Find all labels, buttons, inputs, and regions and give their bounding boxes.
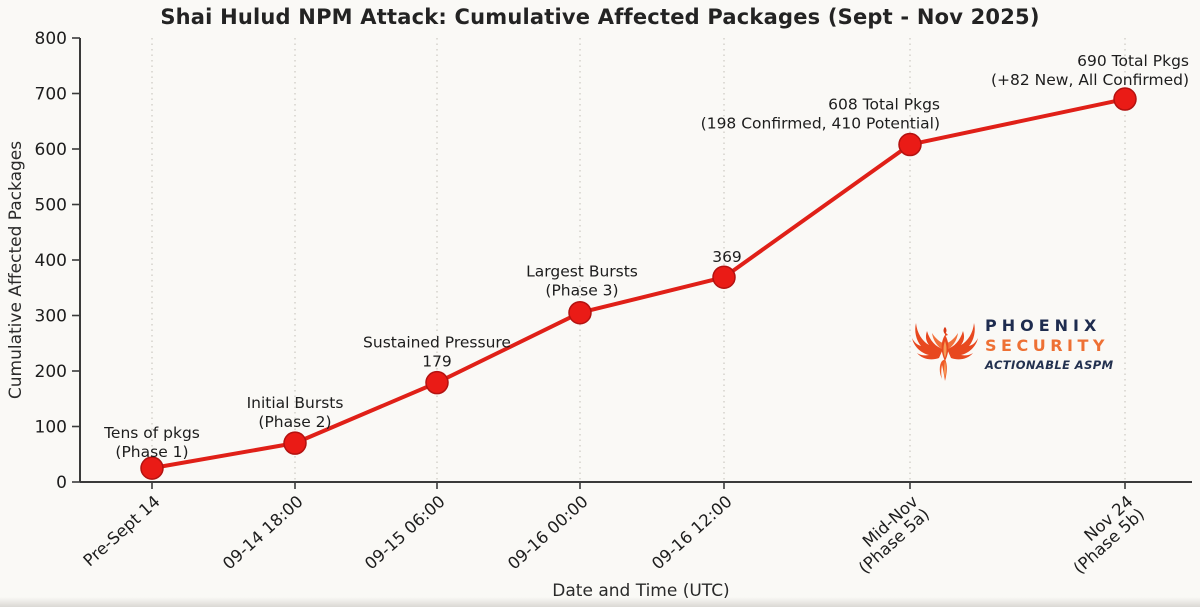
logo-brand-name2: SECURITY: [985, 335, 1109, 355]
x-tick-label: Nov 24(Phase 5b): [1058, 492, 1148, 578]
x-tick-label: Pre-Sept 14: [80, 492, 164, 570]
point-annotation: Initial Bursts (Phase 2): [247, 394, 344, 431]
data-point: [898, 132, 922, 157]
logo-brand-name: PHOENIX: [985, 315, 1102, 335]
data-point: [140, 456, 164, 480]
x-tick-label: 09-14 18:00: [219, 492, 307, 574]
y-tick-label: 800: [35, 29, 67, 49]
x-tick-label: 09-16 12:00: [648, 492, 736, 574]
y-tick-label: 0: [56, 473, 67, 493]
y-tick-label: 500: [35, 196, 67, 216]
x-tick-label: Mid-Nov(Phase 5a): [844, 492, 934, 578]
y-tick-label: 700: [35, 85, 67, 105]
y-tick-label: 100: [35, 418, 67, 438]
y-tick-label: 300: [35, 307, 67, 327]
point-annotation: 369: [712, 248, 742, 266]
x-tick-label: 09-15 06:00: [361, 492, 449, 574]
data-point: [568, 300, 592, 325]
data-point: [1113, 87, 1137, 111]
y-tick-label: 400: [35, 251, 67, 271]
data-point: [425, 370, 449, 395]
point-annotation: Sustained Pressure 179: [363, 334, 511, 371]
phoenix-bird-icon: [912, 323, 978, 381]
point-annotation: Largest Bursts (Phase 3): [526, 263, 638, 300]
data-point: [283, 431, 307, 455]
y-tick-label: 200: [35, 362, 67, 382]
chart-title: Shai Hulud NPM Attack: Cumulative Affect…: [160, 5, 1040, 29]
point-annotation: 690 Total Pkgs (+82 New, All Confirmed): [991, 52, 1189, 89]
point-annotation: Tens of pkgs (Phase 1): [103, 424, 200, 461]
y-axis-label: Cumulative Affected Packages: [6, 141, 26, 399]
data-point: [712, 265, 736, 289]
logo-tagline: ACTIONABLE ASPM: [985, 357, 1114, 372]
phoenix-security-logo: PHOENIX SECURITY ACTIONABLE ASPM: [912, 303, 1113, 385]
y-tick-label: 600: [35, 140, 67, 160]
x-tick-label: 09-16 00:00: [504, 492, 592, 574]
x-axis-label: Date and Time (UTC): [552, 581, 729, 601]
point-annotation: 608 Total Pkgs (198 Confirmed, 410 Potent…: [701, 96, 940, 133]
